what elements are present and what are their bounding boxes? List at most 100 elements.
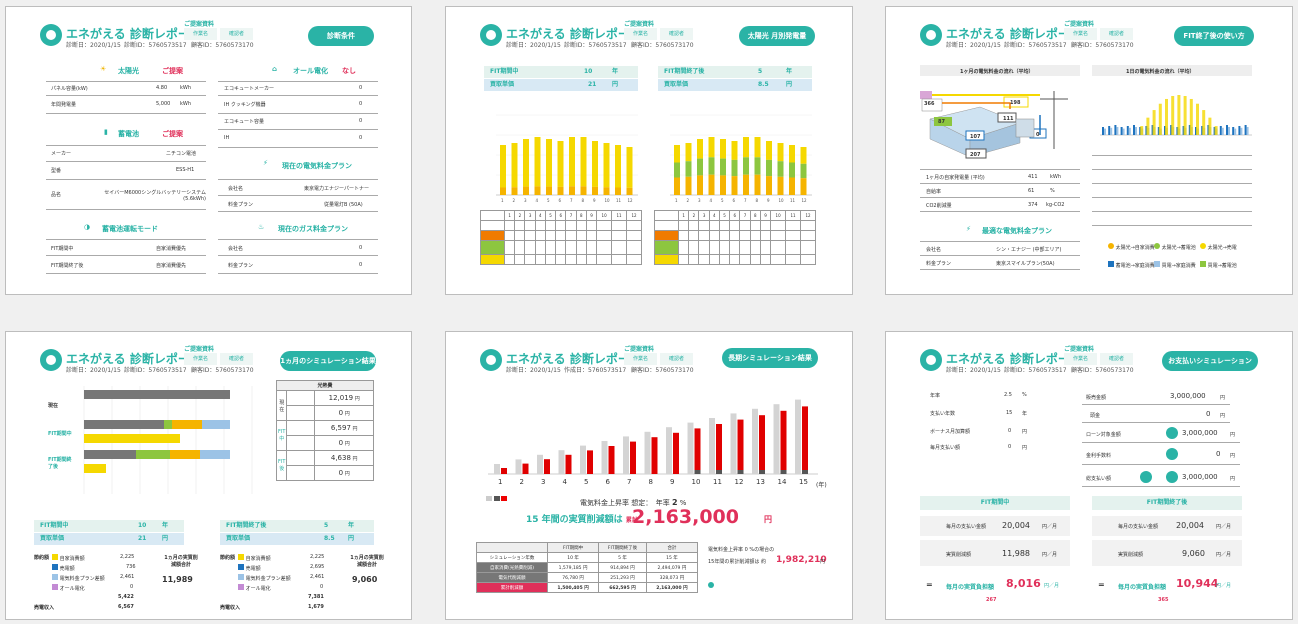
bar-year-grey	[730, 413, 737, 474]
bar-month-sell	[546, 139, 552, 187]
bar-hour-battery	[1238, 126, 1241, 135]
bar-hour-buy	[1128, 127, 1131, 135]
all-electric-status: なし	[342, 67, 356, 75]
year-tick: 8	[649, 478, 653, 486]
bar-hour-buy	[1240, 127, 1243, 135]
long-term-simulation-button[interactable]: 長期シミュレーション結果	[722, 348, 818, 368]
bar-month-sell	[569, 137, 575, 187]
solar-label: 太陽光	[118, 67, 139, 75]
year-tick: 9	[670, 478, 674, 486]
bar-year-red	[565, 454, 572, 474]
bar-hour-buy	[1104, 128, 1106, 135]
bar-year-red	[759, 415, 765, 474]
bar-month-battery	[685, 161, 692, 177]
bar-year-red	[780, 410, 787, 474]
bar-hour-battery	[1213, 127, 1216, 135]
bar-hour-solar	[1152, 110, 1156, 135]
bar-month-sell	[523, 139, 529, 187]
flow-value-a: 366	[924, 101, 935, 107]
bar-month-self	[569, 186, 575, 195]
bar-hour-solar	[1183, 96, 1187, 135]
month-tick: 6	[559, 198, 562, 203]
diagnosis-conditions-button[interactable]: 診断条件	[308, 26, 374, 46]
bar-month-sell	[534, 137, 541, 187]
bar-end-b	[136, 450, 170, 459]
logo-icon	[40, 349, 62, 371]
month-tick: 4	[710, 198, 713, 203]
flow-value-b: 198	[1010, 100, 1021, 106]
panel-monthly-simulation: エネがえる 診断レポート 診断日：2020/1/15 診断ID：57605735…	[5, 331, 412, 620]
bar-year-dark	[759, 470, 765, 474]
panel-long-term-simulation: エネがえる 診断レポート 診断日：2020/1/15 作成日：576057351…	[445, 331, 853, 620]
customer-id: 顧客ID：5760573170	[191, 42, 254, 49]
proposal-tag: ご提案資料	[184, 21, 215, 28]
purchase-price-end-header: 買取単価 8.5 円	[658, 79, 812, 91]
year-unit: (年)	[816, 482, 827, 489]
bar-month-sell	[615, 145, 621, 188]
fit-end-burden-value: 10,944	[1176, 577, 1219, 590]
bar-hour-battery	[1219, 126, 1222, 135]
payment-simulation-button[interactable]: お支払いシミュレーション	[1162, 351, 1258, 371]
report-id: 診断ID：5760573517	[124, 42, 187, 49]
year-tick: 12	[735, 478, 744, 486]
flow-value-c: 111	[1003, 116, 1014, 122]
bar-year-dark	[737, 470, 744, 474]
year-tick: 7	[627, 478, 631, 486]
bar-hour-solar	[1189, 98, 1193, 135]
monthly-chart-fit: 1 2 3 4 5 6 7 8 9 10 11 12	[496, 114, 638, 203]
flow-value-g: 207	[970, 152, 981, 158]
legend-solar-self: 太陽光→自家消費	[1108, 243, 1155, 251]
year-tick: 11	[713, 478, 722, 486]
rate-line: 電気料金上昇率 想定： 年率 2 %	[580, 498, 687, 507]
bar-month-sell	[800, 147, 807, 164]
monthly-simulation-button[interactable]: 1ヵ月のシミュレーション結果	[280, 351, 376, 371]
year-tick: 14	[778, 478, 787, 486]
month-tick: 3	[524, 198, 527, 203]
bar-hour-buy	[1246, 127, 1249, 135]
year-tick: 6	[606, 478, 611, 486]
month-tick: 2	[687, 198, 690, 203]
bar-month-self	[685, 176, 692, 195]
flow-value-d: 87	[938, 119, 945, 125]
bar-month-sell	[720, 139, 726, 159]
year-tick: 10	[692, 478, 701, 486]
bar-year-red	[716, 424, 722, 474]
bar-hour-battery	[1120, 127, 1123, 135]
bar-hour-buy	[1122, 128, 1125, 135]
bar-hour-buy	[1116, 127, 1119, 135]
after-fit-usage-button[interactable]: FIT終了後の使い方	[1174, 26, 1254, 46]
month-tick: 7	[744, 198, 747, 203]
logo-icon	[480, 24, 502, 46]
flame-icon: ♨	[258, 223, 265, 231]
year-tick: 2	[520, 478, 524, 486]
bar-hour-solar	[1146, 117, 1150, 135]
bar-current	[84, 390, 230, 399]
row-fit-end-label: FIT期間終了後	[48, 457, 72, 470]
bar-hour-battery	[1114, 125, 1117, 135]
bar-year-grey	[752, 408, 758, 474]
optimal-plan-title: 最適な電気料金プラン	[982, 227, 1052, 235]
bar-year-grey	[601, 441, 608, 474]
bar-month-sell	[731, 141, 738, 160]
bar-year-red	[522, 463, 529, 474]
bar-fit-base	[84, 420, 164, 429]
bar-month-battery	[743, 157, 749, 175]
bar-year-red	[608, 446, 615, 474]
bar-month-self	[557, 186, 564, 195]
bar-hour-solar	[1177, 95, 1181, 135]
legend-long	[486, 496, 508, 503]
bar-year-grey	[773, 404, 780, 474]
daily-flow-chart	[1100, 95, 1252, 136]
bar-year-dark	[780, 470, 787, 474]
zero-rate-value: 1,982,210	[776, 555, 827, 565]
logo-icon	[920, 24, 942, 46]
bar-year-red	[630, 441, 636, 474]
bar-end-c	[170, 450, 200, 459]
bar-year-grey	[666, 427, 672, 474]
monthly-generation-button[interactable]: 太陽光 月別発電量	[739, 26, 815, 46]
bar-hour-battery	[1182, 126, 1185, 135]
row-fit-label: FIT期間中	[48, 431, 72, 437]
bar-hour-buy	[1110, 127, 1113, 135]
bar-month-self	[697, 175, 703, 195]
month-tick: 8	[756, 198, 759, 203]
